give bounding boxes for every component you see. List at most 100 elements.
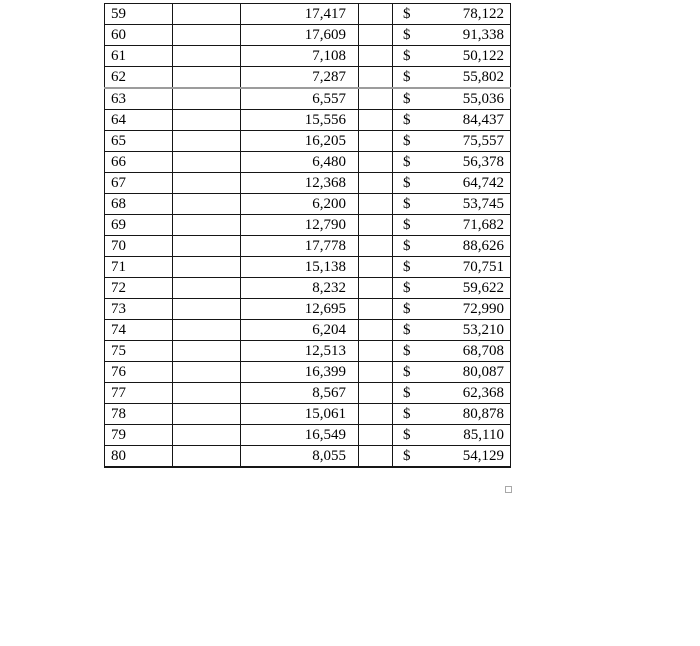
cell-amount-wrap[interactable]: $ 75,557 [392, 130, 511, 152]
cell-spacer[interactable] [358, 151, 393, 173]
cell-value[interactable]: 12,695 [240, 298, 359, 320]
cell-row-number[interactable]: 80 [104, 445, 173, 468]
cell-amount-wrap[interactable]: $ 55,802 [392, 66, 511, 89]
cell-value[interactable]: 16,399 [240, 361, 359, 383]
cell-spacer[interactable] [358, 45, 393, 67]
cell-empty[interactable] [172, 424, 241, 446]
cell-value[interactable]: 8,567 [240, 382, 359, 404]
cell-amount-wrap[interactable]: $ 70,751 [392, 256, 511, 278]
cell-value[interactable]: 8,055 [240, 445, 359, 468]
cell-empty[interactable] [172, 340, 241, 362]
cell-amount-wrap[interactable]: $ 80,878 [392, 403, 511, 425]
cell-value[interactable]: 15,138 [240, 256, 359, 278]
cell-empty[interactable] [172, 382, 241, 404]
cell-row-number[interactable]: 71 [104, 256, 173, 278]
cell-spacer[interactable] [358, 87, 393, 110]
cell-empty[interactable] [172, 214, 241, 236]
cell-row-number[interactable]: 66 [104, 151, 173, 173]
cell-amount-wrap[interactable]: $ 64,742 [392, 172, 511, 194]
cell-value[interactable]: 15,556 [240, 109, 359, 131]
cell-empty[interactable] [172, 298, 241, 320]
cell-amount-wrap[interactable]: $ 59,622 [392, 277, 511, 299]
cell-empty[interactable] [172, 109, 241, 131]
cell-amount-wrap[interactable]: $ 78,122 [392, 3, 511, 25]
cell-amount-wrap[interactable]: $ 84,437 [392, 109, 511, 131]
cell-empty[interactable] [172, 445, 241, 468]
cell-row-number[interactable]: 75 [104, 340, 173, 362]
cell-value[interactable]: 8,232 [240, 277, 359, 299]
table-resize-handle[interactable] [505, 486, 512, 493]
cell-empty[interactable] [172, 319, 241, 341]
cell-row-number[interactable]: 76 [104, 361, 173, 383]
cell-spacer[interactable] [358, 214, 393, 236]
cell-empty[interactable] [172, 361, 241, 383]
cell-spacer[interactable] [358, 235, 393, 257]
cell-row-number[interactable]: 62 [104, 66, 173, 89]
cell-empty[interactable] [172, 130, 241, 152]
cell-spacer[interactable] [358, 340, 393, 362]
cell-spacer[interactable] [358, 445, 393, 468]
cell-row-number[interactable]: 63 [104, 87, 173, 110]
cell-value[interactable]: 7,108 [240, 45, 359, 67]
cell-value[interactable]: 16,205 [240, 130, 359, 152]
cell-empty[interactable] [172, 277, 241, 299]
cell-empty[interactable] [172, 3, 241, 25]
cell-row-number[interactable]: 79 [104, 424, 173, 446]
cell-value[interactable]: 16,549 [240, 424, 359, 446]
cell-value[interactable]: 17,609 [240, 24, 359, 46]
cell-value[interactable]: 6,557 [240, 87, 359, 110]
cell-amount-wrap[interactable]: $ 54,129 [392, 445, 511, 468]
cell-spacer[interactable] [358, 109, 393, 131]
cell-value[interactable]: 12,790 [240, 214, 359, 236]
cell-empty[interactable] [172, 24, 241, 46]
cell-amount-wrap[interactable]: $ 71,682 [392, 214, 511, 236]
cell-value[interactable]: 7,287 [240, 66, 359, 89]
cell-value[interactable]: 17,778 [240, 235, 359, 257]
cell-empty[interactable] [172, 235, 241, 257]
cell-row-number[interactable]: 69 [104, 214, 173, 236]
cell-amount-wrap[interactable]: $ 68,708 [392, 340, 511, 362]
cell-amount-wrap[interactable]: $ 72,990 [392, 298, 511, 320]
cell-spacer[interactable] [358, 382, 393, 404]
cell-amount-wrap[interactable]: $ 85,110 [392, 424, 511, 446]
cell-empty[interactable] [172, 87, 241, 110]
cell-value[interactable]: 6,480 [240, 151, 359, 173]
cell-value[interactable]: 6,200 [240, 193, 359, 215]
cell-amount-wrap[interactable]: $ 88,626 [392, 235, 511, 257]
cell-empty[interactable] [172, 172, 241, 194]
cell-spacer[interactable] [358, 193, 393, 215]
cell-row-number[interactable]: 67 [104, 172, 173, 194]
cell-value[interactable]: 12,513 [240, 340, 359, 362]
cell-row-number[interactable]: 70 [104, 235, 173, 257]
cell-spacer[interactable] [358, 424, 393, 446]
cell-empty[interactable] [172, 256, 241, 278]
cell-spacer[interactable] [358, 403, 393, 425]
cell-spacer[interactable] [358, 319, 393, 341]
cell-spacer[interactable] [358, 172, 393, 194]
cell-spacer[interactable] [358, 256, 393, 278]
cell-empty[interactable] [172, 193, 241, 215]
cell-spacer[interactable] [358, 3, 393, 25]
cell-row-number[interactable]: 77 [104, 382, 173, 404]
cell-row-number[interactable]: 78 [104, 403, 173, 425]
cell-row-number[interactable]: 59 [104, 3, 173, 25]
cell-empty[interactable] [172, 66, 241, 89]
cell-row-number[interactable]: 68 [104, 193, 173, 215]
cell-amount-wrap[interactable]: $ 62,368 [392, 382, 511, 404]
cell-value[interactable]: 17,417 [240, 3, 359, 25]
cell-row-number[interactable]: 72 [104, 277, 173, 299]
cell-amount-wrap[interactable]: $ 53,745 [392, 193, 511, 215]
cell-spacer[interactable] [358, 277, 393, 299]
cell-row-number[interactable]: 73 [104, 298, 173, 320]
cell-row-number[interactable]: 74 [104, 319, 173, 341]
cell-row-number[interactable]: 64 [104, 109, 173, 131]
cell-row-number[interactable]: 65 [104, 130, 173, 152]
cell-spacer[interactable] [358, 130, 393, 152]
cell-empty[interactable] [172, 403, 241, 425]
cell-amount-wrap[interactable]: $ 56,378 [392, 151, 511, 173]
cell-value[interactable]: 12,368 [240, 172, 359, 194]
cell-row-number[interactable]: 61 [104, 45, 173, 67]
cell-spacer[interactable] [358, 66, 393, 89]
cell-amount-wrap[interactable]: $ 55,036 [392, 87, 511, 110]
cell-empty[interactable] [172, 151, 241, 173]
